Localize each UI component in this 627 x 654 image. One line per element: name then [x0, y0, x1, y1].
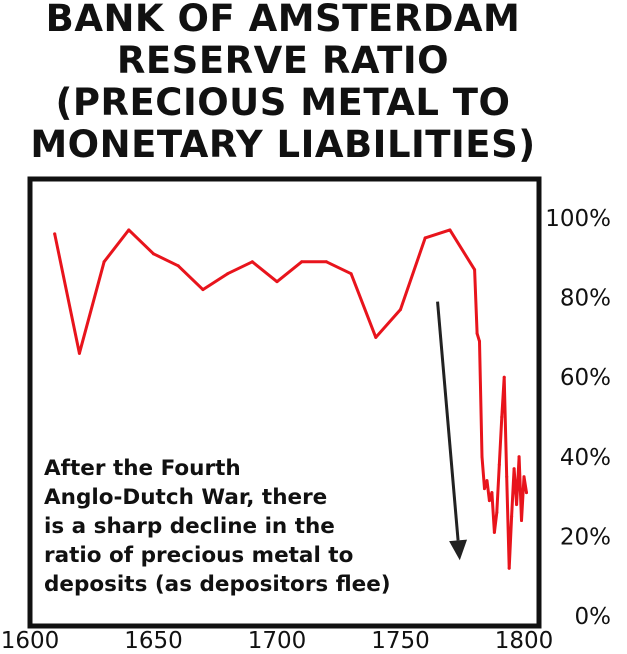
decline-arrow: [436, 301, 460, 541]
chart-title-line-3: (PRECIOUS METAL TO: [56, 81, 511, 124]
data-point: [510, 515, 514, 518]
data-point: [495, 511, 499, 515]
data-point: [448, 228, 452, 232]
data-point: [487, 499, 491, 503]
plot-frame: [27, 176, 542, 629]
data-point: [152, 252, 155, 256]
x-tick-label: 1650: [124, 628, 183, 654]
data-point: [497, 463, 501, 467]
x-tick-label: 1600: [1, 628, 60, 654]
x-tick-label: 1800: [495, 628, 554, 654]
chart-title-line-2: RESERVE RATIO: [117, 39, 449, 82]
reserve-ratio-points: [53, 228, 528, 570]
data-point: [77, 351, 81, 355]
data-point: [226, 272, 230, 276]
y-tick-label: 20%: [560, 524, 611, 550]
data-point: [349, 272, 353, 276]
annotation-line-3: is a sharp decline in the: [44, 514, 335, 539]
data-point: [127, 228, 131, 232]
y-axis-tick-labels: 0% 20% 40% 60% 80% 100%: [545, 206, 611, 630]
data-point: [423, 236, 427, 240]
data-point: [478, 339, 482, 343]
data-point: [475, 331, 479, 335]
x-axis-tick-labels: 1600 1650 1700 1750 1800: [1, 628, 554, 654]
data-point: [102, 260, 106, 264]
data-point: [524, 491, 528, 495]
data-point: [201, 288, 205, 292]
y-tick-label: 0%: [575, 604, 612, 630]
data-point: [473, 268, 477, 272]
data-point: [300, 260, 304, 264]
data-point: [505, 475, 509, 479]
annotation-line-5: deposits (as depositors flee): [44, 572, 391, 597]
annotation-text: After the Fourth Anglo-Dutch War, there …: [44, 456, 391, 597]
data-point: [176, 264, 180, 268]
data-point: [374, 335, 378, 339]
data-point: [250, 260, 254, 264]
y-tick-label: 60%: [560, 365, 611, 391]
data-point: [502, 375, 506, 379]
data-point: [399, 308, 402, 312]
data-point: [485, 479, 489, 483]
data-point: [507, 566, 511, 570]
data-point: [480, 455, 484, 459]
data-point: [482, 487, 486, 491]
chart-title: BANK OF AMSTERDAM RESERVE RATIO (PRECIOU…: [30, 0, 535, 166]
x-tick-label: 1750: [371, 628, 430, 654]
data-point: [490, 491, 494, 495]
chart-title-line-4: MONETARY LIABILITIES): [30, 123, 535, 166]
decline-arrowhead: [449, 539, 468, 561]
chart-title-line-1: BANK OF AMSTERDAM: [46, 0, 521, 40]
data-point: [522, 475, 526, 479]
data-point: [53, 232, 57, 236]
data-point: [492, 530, 496, 534]
data-point: [512, 467, 516, 471]
annotation-line-2: Anglo-Dutch War, there: [44, 485, 327, 510]
data-point: [515, 503, 519, 507]
y-tick-label: 80%: [560, 286, 611, 312]
data-point: [520, 518, 524, 522]
data-point: [275, 280, 279, 284]
y-tick-label: 100%: [545, 206, 611, 232]
annotation-line-1: After the Fourth: [44, 456, 241, 481]
data-point: [517, 455, 521, 459]
data-point: [324, 260, 328, 264]
annotation-line-4: ratio of precious metal to: [44, 543, 353, 568]
y-tick-label: 40%: [560, 445, 611, 471]
data-point: [500, 415, 504, 419]
x-tick-label: 1700: [248, 628, 307, 654]
